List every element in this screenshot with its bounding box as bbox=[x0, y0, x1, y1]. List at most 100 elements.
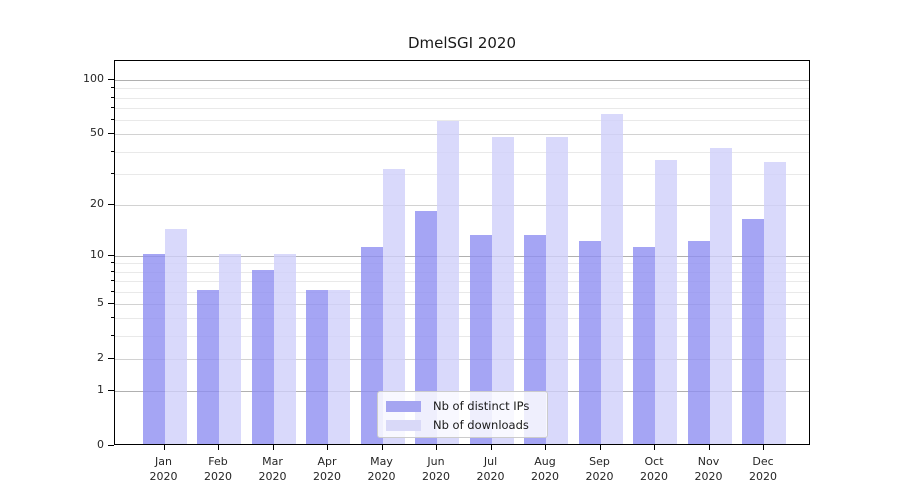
y-axis-tick-label: 50 bbox=[90, 126, 104, 140]
gridline-minor bbox=[115, 291, 809, 293]
y-tick-mark bbox=[108, 133, 114, 135]
legend-swatch-downloads bbox=[386, 419, 421, 431]
x-tick-mark bbox=[599, 445, 601, 450]
x-tick-mark bbox=[654, 445, 655, 450]
legend-row-distinct-ips: Nb of distinct IPs bbox=[386, 398, 539, 414]
x-tick-mark bbox=[381, 445, 383, 450]
legend-row-downloads: Nb of downloads bbox=[386, 417, 539, 433]
x-axis-tick-label: Feb 2020 bbox=[204, 455, 232, 483]
gridline-minor bbox=[115, 151, 809, 153]
y-axis-tick-label: 0 bbox=[97, 438, 104, 451]
x-axis-tick-label: Oct 2020 bbox=[640, 455, 668, 483]
x-axis-tick-label: Jun 2020 bbox=[422, 455, 450, 483]
gridline-minor bbox=[115, 173, 809, 175]
y-minor-tick-mark bbox=[111, 290, 114, 292]
legend-label-downloads: Nb of downloads bbox=[433, 418, 529, 432]
bar-distinct-ips-nov bbox=[687, 240, 710, 444]
legend-swatch-distinct-ips bbox=[386, 400, 421, 412]
x-tick-mark bbox=[272, 445, 274, 450]
x-tick-mark bbox=[327, 445, 328, 450]
y-minor-tick-mark bbox=[111, 317, 114, 319]
gridline-minor bbox=[115, 88, 809, 90]
bar-distinct-ips-oct bbox=[633, 246, 655, 444]
y-minor-tick-mark bbox=[111, 172, 114, 174]
y-minor-tick-mark bbox=[111, 335, 114, 337]
x-axis-tick-label: Sep 2020 bbox=[585, 455, 614, 483]
gridline-minor bbox=[115, 263, 809, 265]
y-tick-mark bbox=[108, 79, 114, 80]
x-axis-tick-label: Jul 2020 bbox=[476, 455, 505, 483]
bar-downloads-jul bbox=[491, 137, 514, 444]
y-axis-tick-label: 10 bbox=[90, 247, 104, 261]
x-tick-mark bbox=[490, 445, 492, 450]
legend-label-distinct-ips: Nb of distinct IPs bbox=[433, 399, 530, 413]
x-tick-mark bbox=[545, 445, 546, 450]
y-axis-tick-label: 5 bbox=[97, 295, 104, 309]
y-minor-tick-mark bbox=[111, 87, 114, 89]
x-axis-tick-label: Dec 2020 bbox=[749, 455, 777, 483]
bar-downloads-oct bbox=[655, 159, 677, 444]
y-axis-tick-label: 1 bbox=[97, 383, 104, 397]
gridline-labeled bbox=[115, 204, 809, 206]
plot-area bbox=[114, 60, 810, 445]
legend: Nb of distinct IPs Nb of downloads bbox=[377, 391, 548, 438]
bar-downloads-dec bbox=[764, 162, 786, 444]
gridline-minor bbox=[115, 119, 809, 121]
bar-downloads-aug bbox=[546, 137, 568, 444]
x-axis-tick-label: May 2020 bbox=[367, 455, 396, 483]
bar-distinct-ips-mar bbox=[251, 269, 274, 444]
x-tick-mark bbox=[763, 445, 764, 450]
gridline-labeled bbox=[115, 358, 809, 360]
x-tick-mark bbox=[436, 445, 437, 450]
gridline-major bbox=[115, 80, 809, 81]
gridline-minor bbox=[115, 318, 809, 320]
bar-downloads-sep bbox=[600, 114, 623, 444]
bar-distinct-ips-dec bbox=[742, 219, 764, 444]
x-tick-mark bbox=[708, 445, 710, 450]
y-minor-tick-mark bbox=[111, 118, 114, 120]
x-axis-tick-label: Mar 2020 bbox=[258, 455, 287, 483]
gridline-labeled bbox=[115, 303, 809, 305]
gridline-minor bbox=[115, 271, 809, 273]
y-axis-tick-label: 20 bbox=[90, 196, 104, 210]
x-tick-mark bbox=[163, 445, 165, 450]
bar-downloads-jan bbox=[164, 229, 187, 444]
y-axis-tick-label: 100 bbox=[83, 72, 104, 85]
bar-downloads-mar bbox=[273, 253, 296, 444]
y-minor-tick-mark bbox=[111, 150, 114, 152]
y-minor-tick-mark bbox=[111, 106, 114, 108]
gridline-minor bbox=[115, 281, 809, 283]
bar-downloads-jun bbox=[437, 120, 459, 444]
x-axis-tick-label: Apr 2020 bbox=[313, 455, 341, 483]
bar-downloads-feb bbox=[219, 253, 241, 444]
bar-downloads-apr bbox=[328, 289, 350, 444]
bar-distinct-ips-jan bbox=[142, 253, 165, 444]
gridline-major bbox=[115, 255, 809, 257]
gridline-labeled bbox=[115, 134, 809, 136]
y-minor-tick-mark bbox=[111, 270, 114, 272]
x-axis-tick-label: Aug 2020 bbox=[531, 455, 559, 483]
y-tick-mark bbox=[108, 302, 114, 304]
y-tick-mark bbox=[108, 390, 114, 392]
x-tick-mark bbox=[218, 445, 219, 450]
gridline-minor bbox=[115, 336, 809, 338]
y-tick-mark bbox=[108, 357, 114, 359]
y-axis-tick-label: 2 bbox=[97, 350, 104, 364]
y-tick-mark bbox=[108, 445, 114, 446]
x-axis-tick-label: Nov 2020 bbox=[694, 455, 723, 483]
bar-distinct-ips-jun bbox=[415, 210, 437, 444]
gridline-minor bbox=[115, 97, 809, 99]
y-minor-tick-mark bbox=[111, 262, 114, 264]
y-minor-tick-mark bbox=[111, 96, 114, 98]
bar-distinct-ips-feb bbox=[197, 289, 219, 444]
x-axis-tick-label: Jan 2020 bbox=[149, 455, 178, 483]
y-tick-mark bbox=[108, 203, 114, 205]
gridline-minor bbox=[115, 107, 809, 109]
y-minor-tick-mark bbox=[111, 280, 114, 282]
chart-title: DmelSGI 2020 bbox=[407, 34, 517, 52]
bar-downloads-nov bbox=[709, 147, 732, 444]
bar-downloads-may bbox=[382, 169, 405, 444]
y-tick-mark bbox=[108, 254, 114, 256]
bar-distinct-ips-sep bbox=[578, 240, 601, 444]
